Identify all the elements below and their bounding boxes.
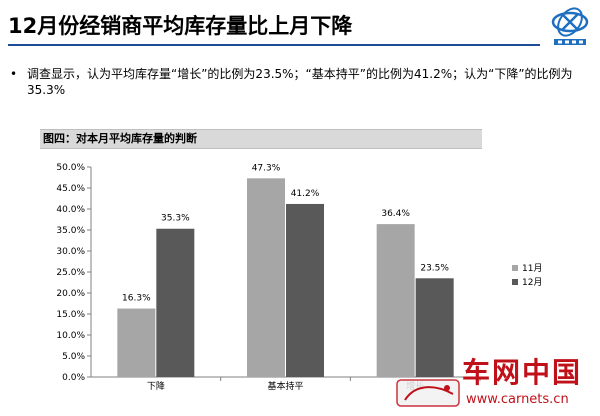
y-tick-label: 5.0% <box>62 352 85 362</box>
data-label: 36.4% <box>381 209 410 219</box>
y-tick-label: 20.0% <box>56 289 85 299</box>
legend-label: 12月 <box>522 277 542 288</box>
x-tick-label: 基本持平 <box>267 380 303 392</box>
y-tick-label: 30.0% <box>56 247 85 257</box>
legend-label: 11月 <box>522 263 542 274</box>
title-divider <box>8 44 540 46</box>
data-label: 41.2% <box>291 189 320 199</box>
page-title: 12月份经销商平均库存量比上月下降 <box>8 14 353 38</box>
y-tick-label: 40.0% <box>56 205 85 215</box>
bar <box>286 203 324 377</box>
x-tick-label: 下降 <box>147 380 165 392</box>
summary-text: 调查显示，认为平均库存量“增长”的比例为23.5%；“基本持平”的比例为41.2… <box>27 67 573 97</box>
legend-swatch <box>512 279 518 285</box>
bar <box>156 228 195 377</box>
bar <box>247 178 285 377</box>
chart-title: 图四：对本月平均库存量的判断 <box>40 129 482 149</box>
legend-swatch <box>512 265 518 271</box>
data-label: 35.3% <box>161 214 190 224</box>
y-tick-label: 45.0% <box>56 184 85 194</box>
y-tick-label: 0.0% <box>62 373 85 383</box>
data-label: 23.5% <box>420 263 449 273</box>
watermark-url: www.carnets.cn <box>466 392 569 407</box>
bar <box>117 308 156 377</box>
bar <box>376 224 415 377</box>
y-tick-label: 15.0% <box>56 310 85 320</box>
y-tick-label: 50.0% <box>56 163 85 173</box>
y-tick-label: 10.0% <box>56 331 85 341</box>
watermark-brand: 车网中国 <box>462 356 583 389</box>
bullet-marker: • <box>10 67 18 81</box>
bar <box>415 278 454 377</box>
data-label: 47.3% <box>252 163 281 173</box>
y-tick-label: 35.0% <box>56 226 85 236</box>
data-label: 16.3% <box>122 294 151 304</box>
y-tick-label: 25.0% <box>56 268 85 278</box>
watermark-logo-icon <box>396 379 460 407</box>
brand-logo-icon <box>551 7 589 45</box>
